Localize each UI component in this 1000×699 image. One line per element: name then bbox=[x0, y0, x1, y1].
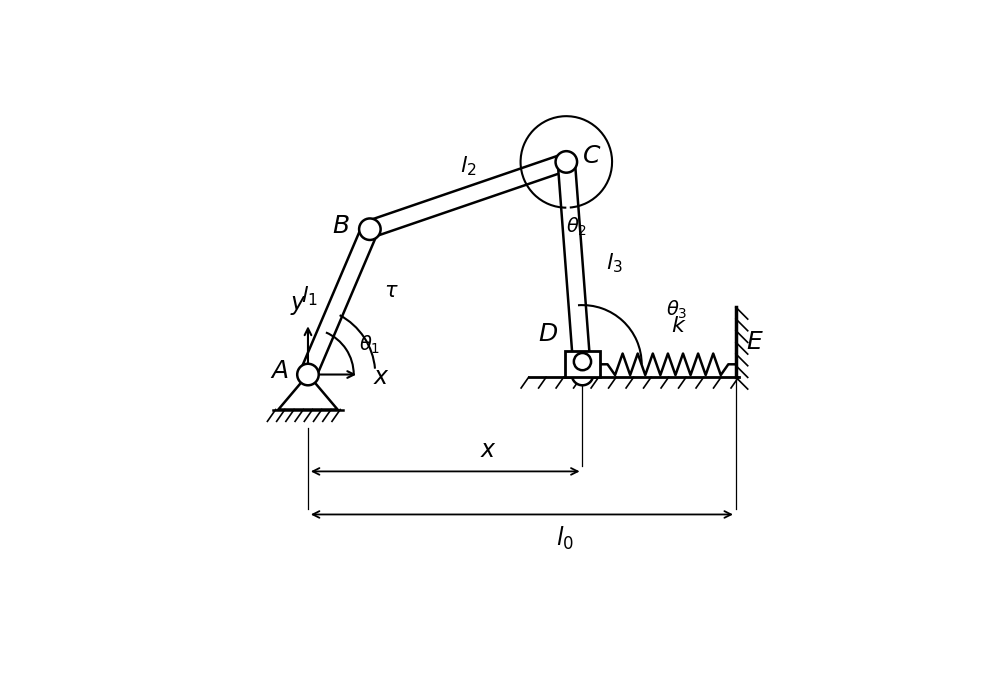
Text: $C$: $C$ bbox=[582, 145, 602, 168]
Text: $l_0$: $l_0$ bbox=[556, 525, 574, 552]
Text: $\tau$: $\tau$ bbox=[384, 282, 399, 301]
Text: $\theta_2$: $\theta_2$ bbox=[566, 215, 588, 238]
Polygon shape bbox=[278, 375, 338, 410]
Text: $\theta_3$: $\theta_3$ bbox=[666, 298, 687, 321]
Text: $l_3$: $l_3$ bbox=[606, 251, 623, 275]
Text: $x$: $x$ bbox=[480, 439, 497, 462]
Text: $l_2$: $l_2$ bbox=[460, 154, 476, 178]
Polygon shape bbox=[367, 154, 569, 238]
Text: $B$: $B$ bbox=[332, 215, 349, 238]
Circle shape bbox=[572, 363, 593, 385]
Circle shape bbox=[574, 353, 591, 370]
Text: $A$: $A$ bbox=[270, 360, 289, 383]
Circle shape bbox=[359, 218, 381, 240]
Circle shape bbox=[297, 363, 319, 385]
Text: $\theta_1$: $\theta_1$ bbox=[359, 333, 381, 356]
Text: $y$: $y$ bbox=[290, 294, 307, 317]
Circle shape bbox=[556, 151, 577, 173]
Text: $k$: $k$ bbox=[671, 315, 686, 338]
Text: $D$: $D$ bbox=[538, 323, 558, 346]
Text: $l_1$: $l_1$ bbox=[301, 284, 318, 308]
Polygon shape bbox=[558, 161, 591, 375]
Text: $x$: $x$ bbox=[373, 366, 389, 389]
Bar bbox=[565, 352, 600, 377]
Text: $E$: $E$ bbox=[746, 331, 763, 354]
Polygon shape bbox=[300, 226, 378, 378]
